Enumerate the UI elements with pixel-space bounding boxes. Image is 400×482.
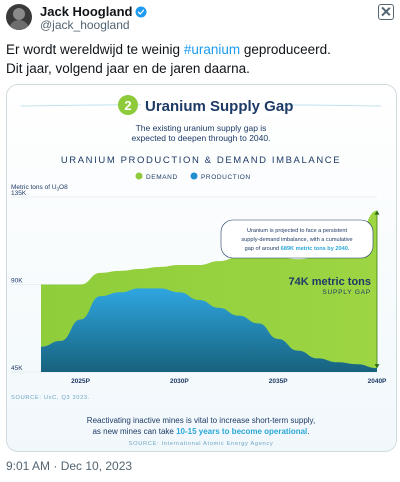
tweet-text: Er wordt wereldwijd te weinig #uranium g… [6,40,396,78]
y-tick-label: 45K [11,365,23,372]
infographic-subtitle-2: expected to deepen through to 2040. [132,133,271,143]
gap-marker-arrow [374,210,380,215]
tweet-text-part: geproduceerd. [240,42,331,57]
avatar[interactable] [6,4,32,30]
y-tick-label: 90K [11,278,23,285]
infographic-title: Uranium Supply Gap [145,98,293,115]
infographic: 2 Uranium Supply Gap The existing uraniu… [7,85,396,451]
callout-line-2: supply-demand imbalance, with a cumulati… [241,237,352,243]
callout-box [220,219,374,259]
footer-line-2: as new mines can take 10-15 years to bec… [92,427,309,436]
callout-line-3: gap of around 689K metric tons by 2040. [245,246,350,252]
x-tick-label: 2030P [170,378,189,385]
y-tick-labels: 135K 90K 45K [11,190,27,372]
footer-source: SOURCE: International Atomic Energy Agen… [129,441,274,447]
footer-line-1: Reactivating inactive mines is vital to … [87,416,315,425]
x-tick-label: 2025P [71,378,90,385]
author-name-row[interactable]: Jack Hoogland [40,4,147,19]
step-badge [118,95,138,115]
gap-label: SUPPLY GAP [322,289,371,296]
gap-marker-arrow [374,364,380,369]
author-display-name[interactable]: Jack Hoogland [40,4,133,19]
tweet-text-part: Er wordt wereldwijd te weinig [6,42,184,57]
legend-demand-swatch [135,172,143,180]
chart-areas [41,210,380,372]
production-area [41,288,377,372]
y-axis-label: Metric tons of U3O8 [11,184,68,192]
tweet-image[interactable]: 2 Uranium Supply Gap The existing uraniu… [6,84,397,452]
legend-production-label: PRODUCTION [201,174,251,181]
y-axis-label-text: Metric tons of U [11,184,57,191]
infographic-subtitle-1: The existing uranium supply gap is [136,123,267,133]
author-handle[interactable]: @jack_hoogland [40,18,130,32]
callout-line-1: Uranium is projected to face a persisten… [247,228,348,234]
verified-badge-icon [135,6,147,17]
legend-demand-label: DEMAND [146,174,178,181]
step-badge-number: 2 [124,98,131,113]
close-icon[interactable] [378,4,394,20]
hashtag-link[interactable]: #uranium [183,42,241,57]
x-tick-label: 2035P [269,378,288,385]
tweet-line-1: Er wordt wereldwijd te weinig #uranium g… [6,40,396,59]
chart-source: SOURCE: UxC, Q3 2023. [11,395,90,401]
gap-value: 74K metric tons [288,276,371,288]
y-tick-label: 135K [11,190,27,197]
chart-heading: URANIUM PRODUCTION & DEMAND IMBALANCE [61,155,341,166]
tweet-line-2: Dit jaar, volgend jaar en de jaren daarn… [6,61,250,76]
x-tick-label: 2040P [368,378,387,385]
tweet-timestamp[interactable]: 9:01 AM · Dec 10, 2023 [6,459,133,473]
tweet-header: Jack Hoogland @jack_hoogland [0,0,400,36]
x-tick-labels: 2025P 2030P 2035P 2040P [71,378,387,385]
legend-production-swatch [190,172,198,180]
